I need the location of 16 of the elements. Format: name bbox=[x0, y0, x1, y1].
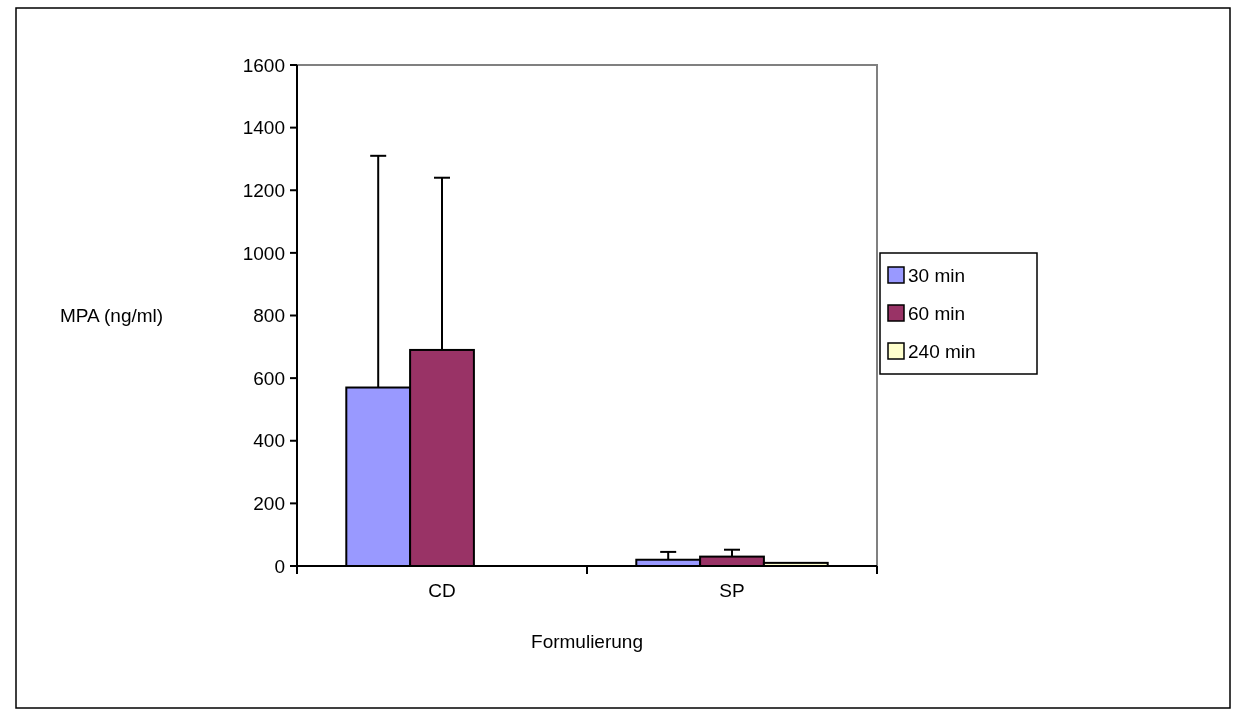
y-tick-label: 800 bbox=[253, 305, 285, 327]
x-tick-label: CD bbox=[428, 580, 456, 601]
y-axis-title: MPA (ng/ml) bbox=[60, 305, 164, 327]
y-tick-label: 200 bbox=[253, 493, 285, 515]
y-tick-label: 0 bbox=[274, 555, 285, 577]
y-tick-label: 1200 bbox=[242, 179, 285, 201]
y-tick-label: 1600 bbox=[242, 54, 285, 76]
y-tick-label: 1000 bbox=[242, 242, 285, 264]
x-axis-title: Formulierung bbox=[531, 631, 643, 652]
legend-label: 60 min bbox=[908, 302, 966, 324]
y-tick-label: 600 bbox=[253, 367, 285, 389]
y-tick-label: 400 bbox=[253, 430, 285, 452]
x-tick-label: SP bbox=[719, 580, 745, 601]
y-tick-label: 1400 bbox=[242, 117, 285, 139]
legend-label: 30 min bbox=[908, 264, 966, 286]
legend-label: 240 min bbox=[908, 340, 976, 362]
